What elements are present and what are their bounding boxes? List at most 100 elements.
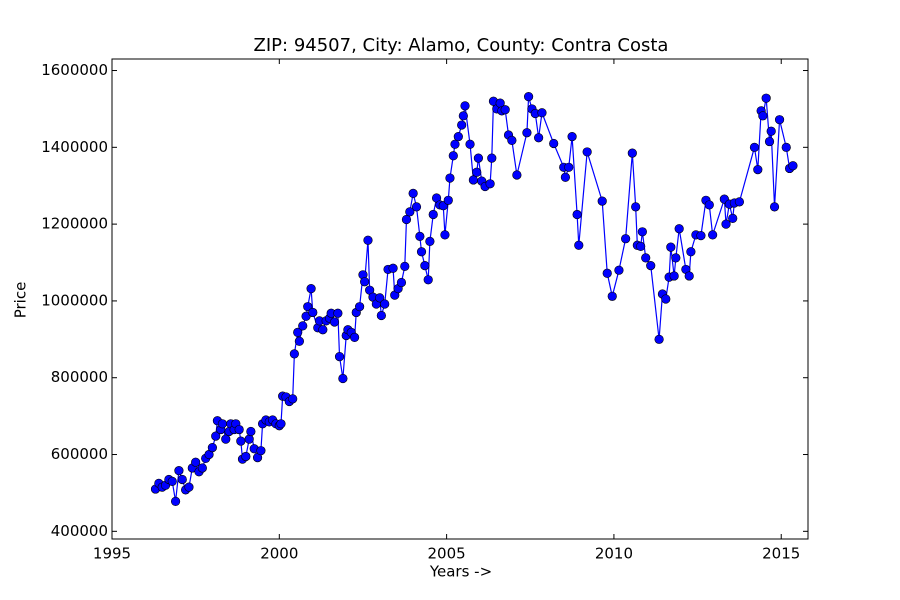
data-point <box>388 263 398 273</box>
data-point <box>401 214 412 225</box>
data-point <box>621 234 631 244</box>
data-point <box>428 209 438 220</box>
data-point <box>549 138 559 149</box>
y-tick-label: 400000 <box>51 522 108 540</box>
x-tick-label: 2015 <box>762 545 800 563</box>
x-tick-label: 2010 <box>595 545 633 563</box>
data-point <box>333 308 343 318</box>
y-axis-label: Price <box>12 282 30 319</box>
data-point <box>298 321 308 331</box>
data-point <box>276 419 286 429</box>
data-point <box>207 443 217 453</box>
data-point <box>567 131 577 142</box>
data-point <box>450 139 460 149</box>
data-point <box>294 336 304 346</box>
data-point <box>167 476 177 487</box>
data-point <box>360 277 370 287</box>
data-point <box>769 202 780 212</box>
data-point <box>560 172 571 182</box>
y-tick-label: 1400000 <box>41 138 108 156</box>
data-point <box>338 373 348 384</box>
data-point <box>500 105 510 115</box>
data-point <box>244 434 254 444</box>
x-tick-label: 2005 <box>428 545 466 563</box>
data-point <box>485 179 495 189</box>
y-tick-label: 1200000 <box>41 215 108 233</box>
data-point <box>602 268 612 278</box>
data-point <box>416 247 427 257</box>
data-point <box>564 162 574 172</box>
data-point <box>781 142 791 152</box>
data-point <box>217 419 228 429</box>
data-point <box>246 426 256 437</box>
data-point <box>415 231 425 242</box>
data-point <box>318 325 328 335</box>
data-point <box>641 253 651 263</box>
data-point <box>306 284 316 294</box>
y-tick-label: 1000000 <box>41 291 108 309</box>
x-tick-label: 1995 <box>93 545 131 563</box>
data-point <box>460 101 470 111</box>
chart-title: ZIP: 94507, City: Alamo, County: Contra … <box>254 35 669 56</box>
data-point <box>734 197 745 207</box>
data-point <box>355 302 365 312</box>
data-point <box>661 294 671 304</box>
data-point <box>211 431 221 441</box>
data-point <box>423 275 433 285</box>
data-point <box>758 111 768 121</box>
data-point <box>582 147 592 157</box>
data-point <box>636 241 646 251</box>
data-point <box>457 120 467 130</box>
data-point <box>465 139 475 149</box>
data-point <box>170 496 181 506</box>
data-point <box>512 170 522 180</box>
data-point <box>177 474 187 485</box>
data-point <box>411 202 422 212</box>
data-point <box>671 253 681 263</box>
data-point <box>523 92 534 102</box>
data-point <box>448 151 458 161</box>
data-point <box>376 310 386 321</box>
x-tick-label: 2000 <box>260 545 298 563</box>
data-point <box>334 352 345 362</box>
data-point <box>349 332 360 343</box>
data-point <box>597 196 607 206</box>
data-point <box>425 236 435 246</box>
data-point <box>534 133 544 143</box>
data-point <box>363 235 373 245</box>
data-point <box>473 153 484 163</box>
data-point <box>191 457 201 467</box>
data-point <box>293 327 303 338</box>
data-point <box>472 167 482 177</box>
data-point <box>236 436 246 446</box>
data-point <box>627 148 637 158</box>
data-point <box>631 202 641 212</box>
data-point <box>764 136 775 147</box>
plot-frame <box>111 58 809 540</box>
data-point <box>303 302 313 312</box>
data-point <box>708 230 718 240</box>
data-point <box>766 126 776 136</box>
data-point <box>308 307 318 318</box>
data-point <box>669 271 679 281</box>
data-point <box>396 277 407 288</box>
data-point <box>537 108 547 118</box>
data-point <box>329 317 340 327</box>
data-point <box>666 242 676 252</box>
y-tick-label: 800000 <box>51 368 108 386</box>
data-point <box>674 224 684 234</box>
data-point <box>440 230 450 240</box>
data-point <box>221 434 231 444</box>
data-point <box>468 175 478 185</box>
data-point <box>405 207 415 217</box>
data-point <box>686 247 696 257</box>
data-point <box>420 260 430 271</box>
data-point <box>607 291 617 301</box>
series-line <box>154 96 794 502</box>
data-point <box>572 209 582 220</box>
data-point <box>458 111 468 121</box>
data-point <box>704 200 714 210</box>
data-point <box>380 299 390 309</box>
data-point <box>728 213 738 223</box>
